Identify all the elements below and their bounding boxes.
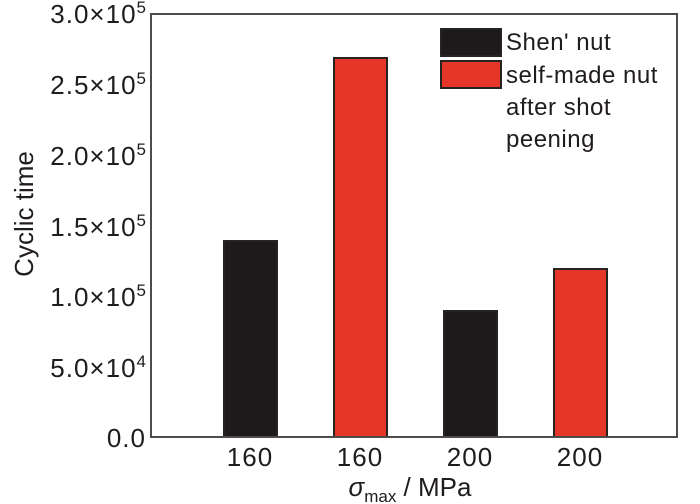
x-tick-label: 160 (336, 442, 384, 472)
y-tick-label: 1.0×105 (50, 281, 146, 313)
bar-1-x160 (222, 240, 278, 436)
x-axis-unit: / MPa (396, 472, 472, 502)
y-tick-label: 2.0×105 (50, 139, 146, 171)
x-tick-label: 160 (226, 442, 274, 472)
y-tick-label: 0.0 (106, 423, 146, 453)
x-tick-label: 200 (446, 442, 494, 472)
y-tick-label: 1.5×105 (50, 210, 146, 242)
bar-2-x160 (332, 57, 388, 436)
legend-swatch-black (440, 28, 502, 57)
y-tick-label: 5.0×104 (50, 352, 146, 383)
y-tick-label: 3.0×105 (50, 0, 146, 29)
plot-area (150, 13, 678, 438)
y-tick-label: 2.5×105 (50, 69, 146, 100)
legend: Shen' nut self-made nut after shot peenin… (440, 28, 678, 159)
legend-label: Shen' nut (506, 28, 612, 56)
y-axis-title: Cyclic time (9, 151, 39, 277)
sigma-subscript: max (364, 487, 397, 504)
x-tick-label: 200 (556, 442, 604, 472)
sigma-symbol: σ (348, 472, 365, 502)
bar-4-x200 (552, 268, 608, 436)
x-axis-title: σmax / MPa (349, 473, 472, 504)
legend-label: self-made nut after shot peening (506, 62, 658, 153)
legend-item: Shen' nut (440, 28, 678, 57)
legend-item: self-made nut after shot peening (440, 60, 678, 156)
bar-3-x200 (442, 310, 498, 436)
legend-swatch-red (440, 60, 502, 89)
